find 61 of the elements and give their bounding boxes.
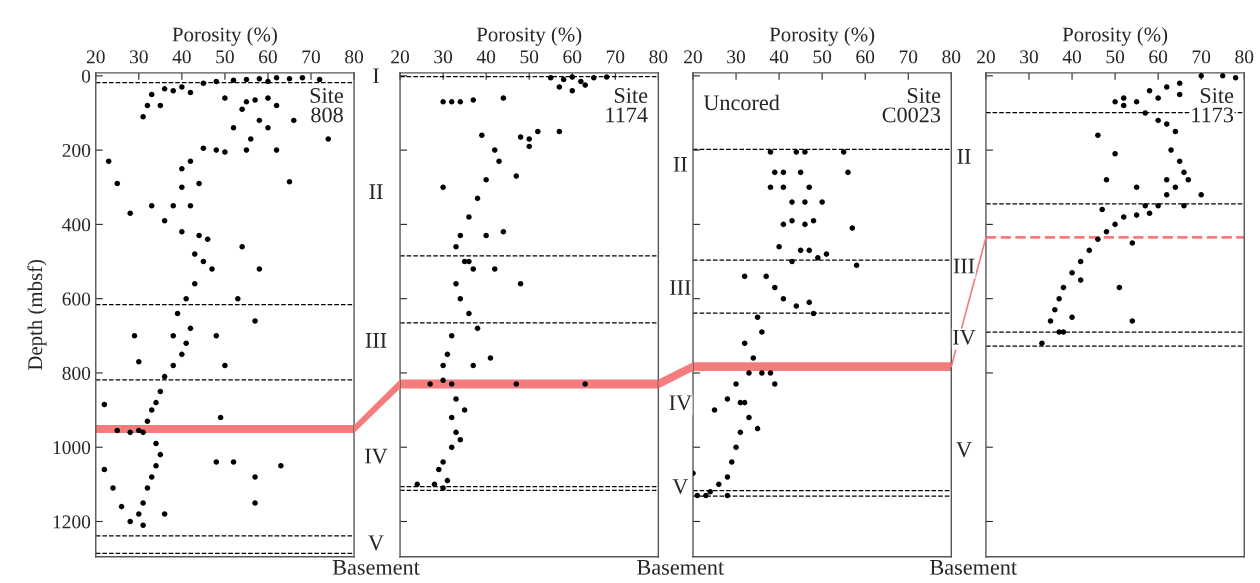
x-tick-label: 50 [1106, 50, 1125, 64]
text: V [368, 535, 384, 551]
text: Site 1173 [1192, 88, 1234, 123]
text: III [670, 280, 691, 295]
y-tick-label: 0 [81, 69, 91, 83]
y-tick-label: 200 [62, 143, 91, 158]
x-tick-label: 30 [727, 50, 746, 64]
x-tick-label: 50 [520, 50, 539, 64]
x-tick-label: 40 [1062, 50, 1082, 64]
x-tick-label: 50 [216, 50, 234, 64]
x-tick-label: 50 [813, 50, 832, 64]
y-tick-label: 800 [62, 366, 91, 380]
x-tick-label: 70 [899, 50, 918, 64]
text: IV [953, 329, 976, 345]
x-tick-label: 30 [434, 50, 453, 64]
x-tick-label: 70 [302, 50, 320, 64]
x-tick-label: 40 [769, 50, 789, 64]
text: Basement [637, 560, 724, 575]
x-tick-label: 80 [942, 50, 961, 64]
x-tick-label: 80 [649, 50, 668, 64]
text: I [373, 68, 379, 84]
x-tick-label: 70 [1192, 50, 1211, 64]
x-tick-label: 60 [563, 50, 582, 64]
y-axis-title: Depth (mbsf) [27, 259, 47, 371]
x-tick-label: 60 [856, 50, 875, 64]
text: III [365, 333, 387, 348]
x-tick-label: 40 [476, 50, 496, 64]
y-tick-label: 400 [62, 218, 91, 232]
x-tick-label: 70 [606, 50, 625, 64]
text: Basement [332, 560, 420, 575]
text: Site 1174 [606, 88, 648, 123]
text: V [672, 479, 689, 495]
y-tick-label: 1000 [53, 441, 91, 455]
x-tick-label: 20 [684, 50, 702, 64]
y-tick-label: 600 [62, 292, 91, 306]
x-tick-label: 30 [1020, 50, 1038, 64]
text: IV [365, 448, 388, 464]
x-tick-label: 60 [1149, 50, 1168, 64]
text: II [369, 184, 383, 199]
text: IV [669, 395, 692, 411]
text: III [953, 258, 975, 274]
text: Uncored [703, 94, 780, 111]
x-tick-label: 30 [130, 50, 148, 64]
text: V [956, 442, 972, 458]
text: II [957, 149, 971, 164]
text: Site 808 [310, 88, 343, 123]
x-tick-label: 40 [172, 50, 191, 64]
text: Site C0023 [882, 88, 941, 123]
x-axis-title: Porosity (%) [769, 26, 875, 46]
x-axis-title: Porosity (%) [1062, 26, 1168, 46]
x-tick-label: 20 [391, 50, 410, 64]
x-axis-title: Porosity (%) [476, 26, 582, 46]
text: II [673, 157, 687, 172]
x-tick-label: 20 [86, 50, 105, 64]
y-tick-label: 1200 [53, 515, 91, 529]
x-tick-label: 80 [345, 50, 364, 64]
x-axis-title: Porosity (%) [172, 26, 277, 46]
x-tick-label: 20 [977, 50, 995, 64]
x-tick-label: 80 [1235, 50, 1254, 64]
x-tick-label: 60 [259, 50, 277, 64]
text: Basement [930, 560, 1017, 575]
